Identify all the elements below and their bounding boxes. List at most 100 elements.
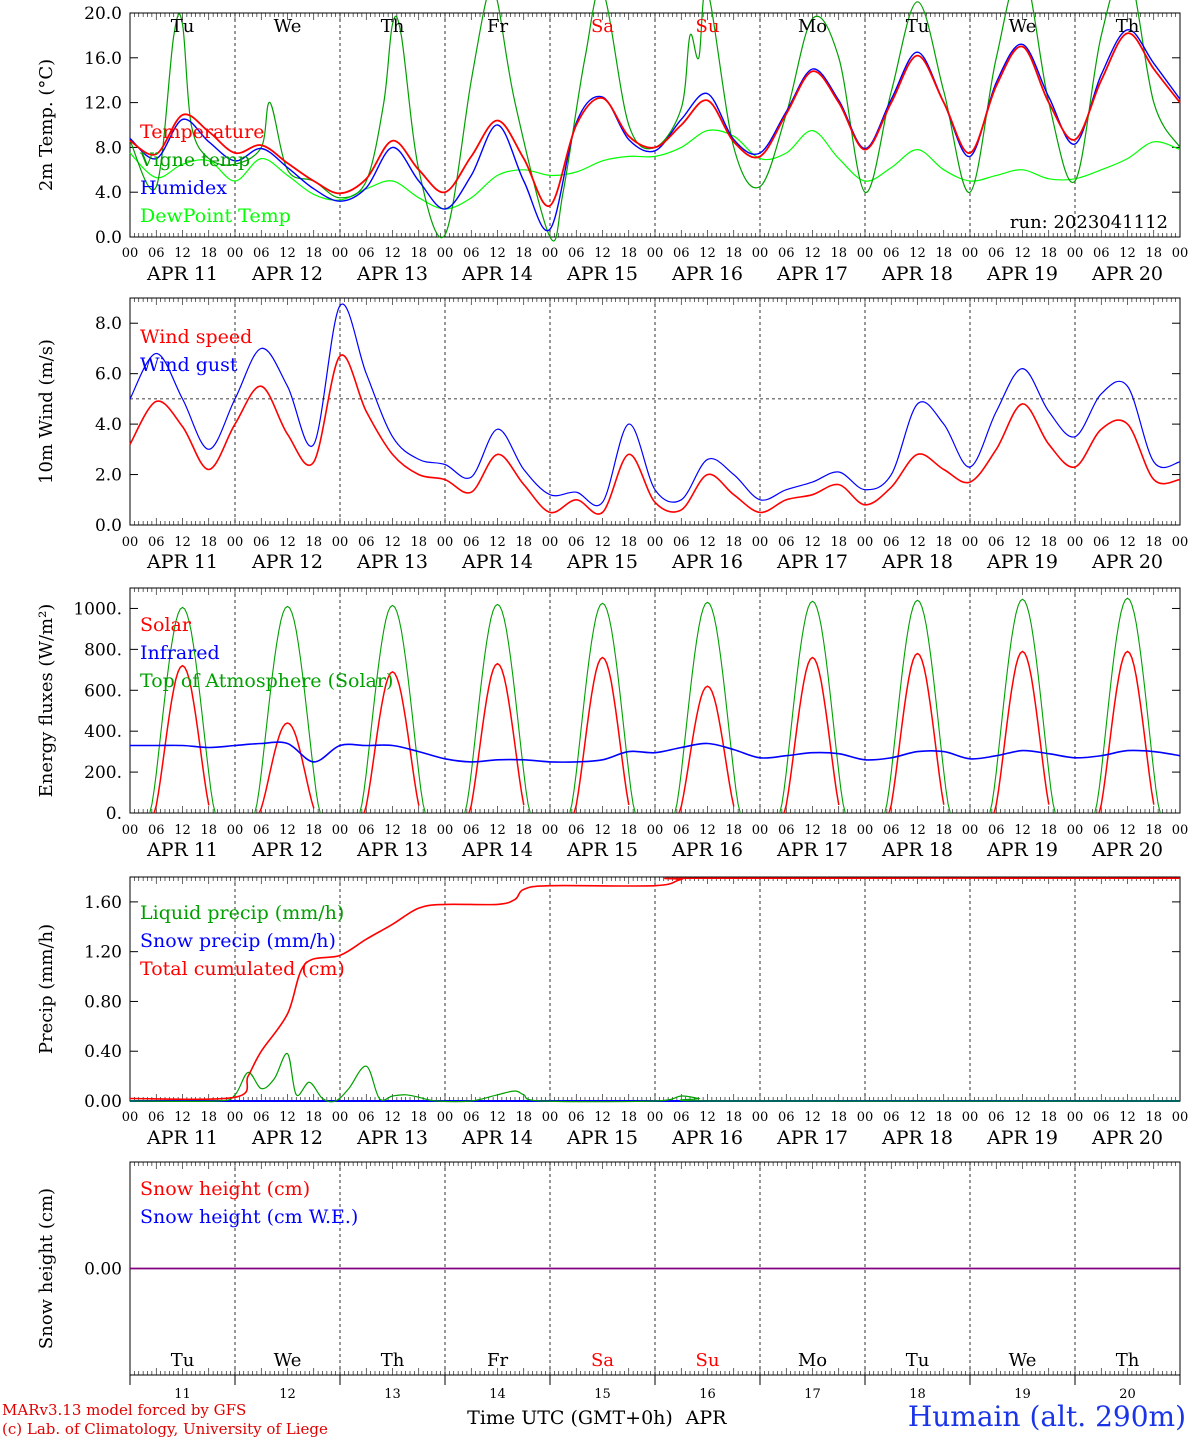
series-solar — [573, 656, 630, 814]
day-label: APR 11 — [146, 551, 218, 573]
hour-label: 06 — [253, 1110, 270, 1125]
series-liquid-precip — [129, 1053, 1181, 1103]
hour-label: 18 — [830, 1110, 847, 1125]
hour-label: 00 — [647, 246, 664, 261]
series-solar — [258, 722, 315, 814]
day-label: APR 13 — [356, 839, 428, 861]
legend-cumulated: Total cumulated (cm) — [140, 958, 345, 980]
day-label: APR 12 — [251, 551, 323, 573]
hour-label: 06 — [883, 1110, 900, 1125]
day-number: 16 — [699, 1387, 716, 1402]
hour-label: 00 — [332, 1110, 349, 1125]
hour-label: 00 — [752, 1110, 769, 1125]
model-credit: MARv3.13 model forced by GFS — [2, 1401, 247, 1419]
hour-label: 06 — [148, 823, 165, 838]
weekday-label: Fr — [487, 16, 508, 37]
legend-wind-speed: Wind speed — [140, 326, 252, 348]
hour-label: 00 — [647, 1110, 664, 1125]
hour-label: 00 — [857, 823, 874, 838]
hour-label: 18 — [935, 246, 952, 261]
weekday-label: Th — [1116, 16, 1140, 37]
hour-label: 06 — [988, 535, 1005, 550]
hour-label: 12 — [804, 823, 821, 838]
hour-label: 06 — [673, 1110, 690, 1125]
day-number: 13 — [384, 1387, 401, 1402]
hour-label: 18 — [1145, 823, 1162, 838]
hour-label: 12 — [1119, 246, 1136, 261]
hour-label: 06 — [1093, 823, 1110, 838]
weekday-label: Th — [381, 16, 405, 37]
hour-label: 12 — [804, 1110, 821, 1125]
hour-label: 18 — [200, 823, 217, 838]
hour-label: 00 — [1067, 246, 1084, 261]
hour-label: 18 — [410, 823, 427, 838]
hour-label: 18 — [620, 823, 637, 838]
weekday-label: Mo — [798, 16, 827, 37]
hour-label: 12 — [279, 246, 296, 261]
hour-label: 00 — [1067, 535, 1084, 550]
day-label: APR 13 — [356, 551, 428, 573]
hour-label: 00 — [227, 535, 244, 550]
hour-label: 06 — [568, 535, 585, 550]
weekday-label: Th — [1116, 1350, 1140, 1371]
day-number: 19 — [1014, 1387, 1031, 1402]
hour-label: 06 — [778, 823, 795, 838]
hour-label: 06 — [463, 823, 480, 838]
series-infrared — [130, 741, 1181, 763]
hour-label: 18 — [1040, 535, 1057, 550]
series-dewpoint — [129, 129, 1181, 210]
day-label: APR 12 — [251, 839, 323, 861]
hour-label: 00 — [332, 246, 349, 261]
hour-label: 00 — [1067, 1110, 1084, 1125]
y-axis-label: Energy fluxes (W/m²) — [36, 604, 57, 798]
hour-label: 12 — [594, 1110, 611, 1125]
weekday-label: Tu — [906, 16, 930, 37]
hour-label: 18 — [620, 1110, 637, 1125]
weekday-label: We — [274, 16, 302, 37]
y-tick-label: 0. — [106, 804, 122, 824]
hour-label: 00 — [1067, 823, 1084, 838]
weekday-label: Tu — [171, 16, 195, 37]
hour-label: 06 — [463, 535, 480, 550]
series-temperature — [129, 32, 1181, 207]
hour-label: 06 — [463, 1110, 480, 1125]
legend-liquid: Liquid precip (mm/h) — [140, 902, 344, 924]
series-toa-solar — [359, 604, 426, 814]
y-tick-label: 1.60 — [84, 893, 122, 913]
series-wind-speed — [129, 354, 1181, 515]
hour-label: 00 — [962, 246, 979, 261]
hour-label: 18 — [830, 535, 847, 550]
legend-solar: Solar — [140, 614, 192, 636]
hour-label: 00 — [122, 535, 139, 550]
day-label: APR 14 — [461, 263, 533, 285]
hour-label: 00 — [647, 535, 664, 550]
series-toa-solar — [149, 606, 216, 814]
day-label: APR 17 — [776, 839, 848, 861]
hour-label: 00 — [962, 535, 979, 550]
series-toa-solar — [569, 602, 636, 814]
series-toa-solar — [254, 605, 321, 814]
day-label: APR 14 — [461, 839, 533, 861]
hour-label: 06 — [568, 823, 585, 838]
weekday-label: Tu — [171, 1350, 195, 1371]
hour-label: 00 — [122, 823, 139, 838]
hour-label: 12 — [699, 1110, 716, 1125]
y-tick-label: 2.0 — [95, 466, 122, 486]
day-label: APR 12 — [251, 263, 323, 285]
weekday-label: Su — [696, 16, 720, 37]
series-solar — [468, 662, 525, 814]
hour-label: 12 — [1119, 1110, 1136, 1125]
hour-label: 12 — [174, 535, 191, 550]
hour-label: 00 — [332, 823, 349, 838]
day-label: APR 11 — [146, 1127, 218, 1149]
panel-5: 0.00 Snow height (cm) Snow height (cm) Snow… — [36, 1161, 1181, 1376]
day-label: APR 17 — [776, 551, 848, 573]
series-toa-solar — [989, 598, 1056, 814]
day-label: APR 14 — [461, 551, 533, 573]
y-tick-label: 1000. — [73, 599, 122, 619]
hour-label: 12 — [384, 246, 401, 261]
day-label: APR 16 — [671, 1127, 743, 1149]
hour-label: 06 — [883, 246, 900, 261]
hour-label: 00 — [437, 823, 454, 838]
series-solar — [678, 685, 735, 814]
